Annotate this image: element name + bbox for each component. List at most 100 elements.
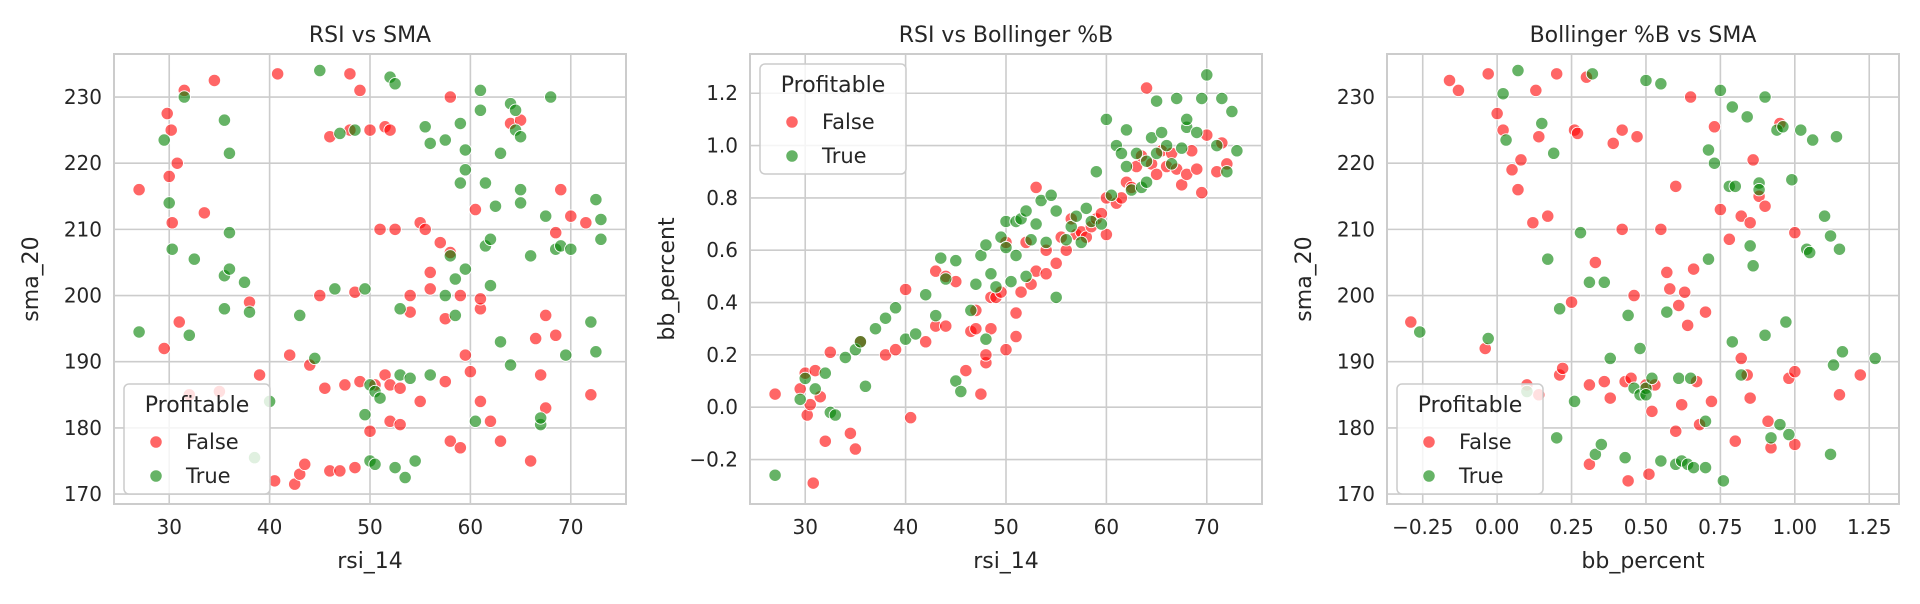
data-point [1681, 318, 1695, 332]
data-point [554, 183, 568, 197]
data-point [1633, 341, 1647, 356]
data-point [589, 345, 603, 359]
data-point [969, 277, 983, 291]
data-point [888, 342, 903, 357]
data-point [564, 242, 578, 256]
data-point [868, 322, 883, 336]
x-tick-label: 70 [1194, 515, 1219, 539]
data-point [403, 288, 417, 303]
data-point [1660, 265, 1674, 280]
data-point [170, 156, 184, 170]
y-tick-label: 210 [64, 217, 102, 241]
data-point [1019, 204, 1033, 218]
data-point [828, 408, 842, 422]
data-point [217, 113, 232, 127]
data-point [1773, 417, 1787, 432]
data-point [939, 319, 953, 333]
y-tick-label: 180 [64, 416, 102, 440]
x-tick-label: 1.00 [1773, 515, 1818, 539]
data-point [165, 242, 179, 256]
y-tick-label: 170 [1337, 482, 1375, 506]
data-point [368, 457, 382, 471]
data-point [1159, 138, 1174, 153]
series-true [768, 68, 1244, 482]
data-point [949, 254, 963, 268]
data-point [1853, 368, 1867, 382]
data-point [1029, 180, 1043, 195]
data-point [1618, 451, 1632, 465]
data-point [308, 351, 322, 366]
x-tick-label: 40 [257, 515, 282, 539]
data-point [1555, 361, 1570, 375]
data-point [1024, 233, 1038, 247]
data-point [1707, 156, 1722, 170]
y-tick-label: 0.6 [706, 238, 738, 262]
data-point [1550, 431, 1564, 445]
data-point [1499, 133, 1513, 147]
data-point [1782, 427, 1796, 442]
data-point [1746, 153, 1760, 167]
data-point [1817, 209, 1832, 223]
data-point [919, 288, 933, 302]
data-point [903, 411, 918, 425]
data-point [333, 126, 347, 141]
data-point [473, 103, 488, 117]
data-point [1049, 204, 1063, 218]
data-point [453, 288, 468, 303]
data-point [333, 464, 347, 478]
data-point [1541, 252, 1555, 266]
x-tick-label: 0.50 [1624, 515, 1669, 539]
data-point [1722, 232, 1736, 246]
data-point [423, 368, 437, 382]
legend-marker-true [149, 469, 163, 483]
data-point [358, 408, 372, 422]
data-point [1180, 112, 1194, 127]
x-axis-label: bb_percent [1581, 549, 1705, 574]
data-point [1190, 162, 1204, 176]
data-point [293, 308, 307, 323]
data-point [539, 308, 553, 323]
data-point [443, 434, 457, 448]
data-point [1832, 242, 1847, 256]
data-point [1785, 173, 1799, 187]
data-point [448, 272, 462, 286]
data-point [1149, 94, 1164, 108]
data-point [157, 341, 171, 356]
data-point [403, 371, 417, 385]
x-tick-label: 60 [1094, 515, 1119, 539]
data-point [388, 460, 402, 475]
data-point [1029, 217, 1043, 231]
data-point [1511, 63, 1525, 78]
data-point [1835, 345, 1850, 359]
data-point [1044, 188, 1058, 202]
data-point [1743, 239, 1757, 253]
data-point [1627, 288, 1641, 303]
data-point [1779, 315, 1793, 329]
data-point [1823, 447, 1838, 462]
data-point [523, 249, 538, 263]
legend-marker-false [785, 115, 799, 129]
data-point [473, 394, 488, 409]
x-tick-label: 0.75 [1698, 515, 1743, 539]
data-point [989, 280, 1003, 294]
data-point [164, 123, 178, 137]
data-point [1139, 154, 1154, 168]
legend-marker-true [1422, 469, 1436, 483]
data-point [1672, 298, 1686, 313]
chart-panel-1: 30 40 50 60 70 170 180 190 200 210 220 230 RSI vs SM… [19, 23, 627, 574]
data-point [1645, 371, 1659, 385]
data-point [1404, 315, 1418, 329]
data-point [1701, 252, 1716, 266]
data-point [1119, 159, 1134, 174]
data-point [1567, 394, 1582, 409]
data-point [594, 212, 608, 227]
data-point [823, 345, 837, 359]
data-point [843, 426, 858, 441]
y-tick-label: 180 [1337, 416, 1375, 440]
data-point [1716, 474, 1731, 488]
data-point [1660, 305, 1674, 319]
data-point [1606, 136, 1620, 150]
y-tick-label: 230 [64, 85, 102, 109]
data-point [523, 454, 538, 468]
